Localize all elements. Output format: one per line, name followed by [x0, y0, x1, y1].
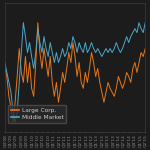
Middle Market	[16, 111, 18, 113]
Middle Market	[4, 62, 6, 63]
Large Corp.	[37, 22, 39, 24]
Large Corp.	[88, 68, 90, 69]
Middle Market	[144, 22, 146, 24]
Middle Market	[88, 48, 90, 50]
Middle Market	[142, 32, 144, 34]
Line: Middle Market: Middle Market	[5, 23, 145, 122]
Large Corp.	[16, 75, 18, 77]
Middle Market	[35, 52, 37, 53]
Middle Market	[14, 121, 16, 123]
Middle Market	[31, 56, 33, 57]
Legend: Large Corp., Middle Market: Large Corp., Middle Market	[8, 105, 66, 123]
Large Corp.	[142, 56, 144, 57]
Middle Market	[115, 42, 117, 43]
Large Corp.	[4, 68, 6, 69]
Large Corp.	[115, 87, 117, 89]
Middle Market	[22, 22, 24, 24]
Line: Large Corp.: Large Corp.	[5, 23, 145, 122]
Large Corp.	[33, 95, 35, 97]
Large Corp.	[29, 62, 30, 63]
Large Corp.	[12, 121, 14, 123]
Large Corp.	[144, 48, 146, 50]
